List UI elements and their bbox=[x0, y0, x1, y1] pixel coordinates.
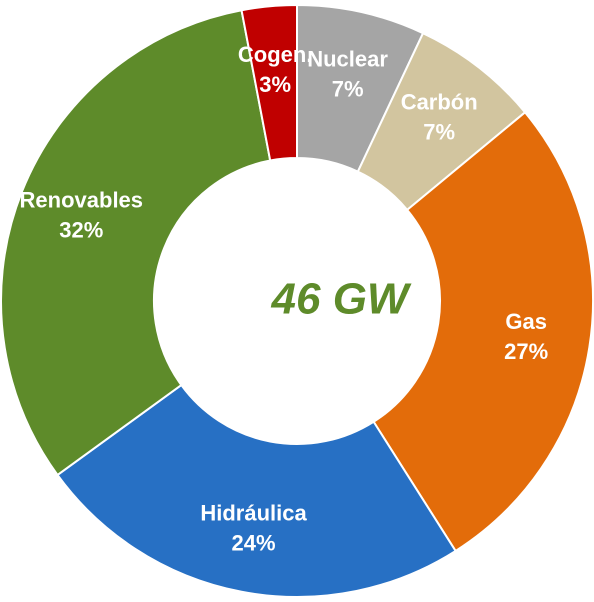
slice-name: Gas bbox=[505, 309, 547, 334]
slice-value: 7% bbox=[423, 119, 455, 144]
donut-slice bbox=[0, 9, 272, 477]
donut-slice bbox=[240, 3, 298, 162]
slice-value: 24% bbox=[232, 531, 276, 556]
slice-name: Hidráulica bbox=[200, 501, 307, 526]
slice-name: Cogen. bbox=[238, 42, 313, 67]
slice-value: 3% bbox=[259, 72, 291, 97]
donut-slice bbox=[372, 110, 594, 553]
slice-value: 32% bbox=[59, 217, 103, 242]
slice-name: Nuclear bbox=[307, 46, 388, 71]
slice-name: Renovables bbox=[20, 187, 144, 212]
slice-name: Carbón bbox=[401, 89, 478, 114]
center-label: 46 GW bbox=[271, 275, 412, 324]
slice-value: 27% bbox=[504, 339, 548, 364]
slice-value: 7% bbox=[332, 76, 364, 101]
donut-slice bbox=[56, 383, 457, 598]
